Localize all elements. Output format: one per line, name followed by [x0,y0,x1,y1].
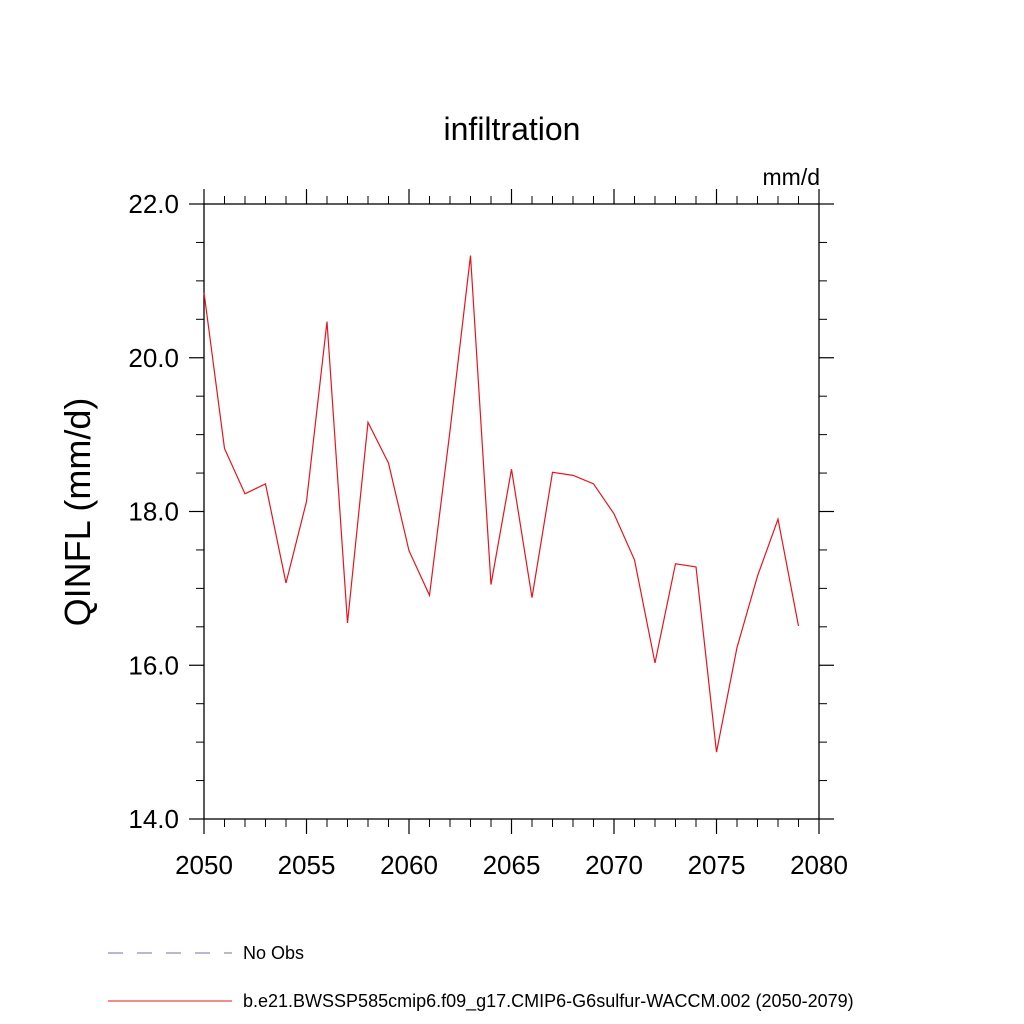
legend: No Obs b.e21.BWSSP585cmip6.f09_g17.CMIP6… [108,943,854,1012]
series-layer [203,255,800,753]
x-tick-label: 2055 [278,850,336,880]
plot-area: 2050 2055 2060 2065 2070 2075 2080 14.0 16.0 18.0… [128,189,848,880]
axis-ticks [189,189,834,834]
x-tick-label: 2080 [790,850,848,880]
axis-tick-labels: 2050 2055 2060 2065 2070 2075 2080 14.0 16.0 18.0… [128,189,848,880]
x-tick-label: 2060 [380,850,438,880]
y-tick-label: 20.0 [128,343,179,373]
y-axis-label: QINFL (mm/d) [57,398,98,627]
y-tick-label: 18.0 [128,497,179,527]
y-tick-label: 22.0 [128,189,179,219]
x-tick-label: 2075 [688,850,746,880]
units-label: mm/d [763,164,821,190]
x-tick-label: 2065 [483,850,541,880]
legend-label-no-obs: No Obs [243,943,304,963]
y-tick-label: 16.0 [128,650,179,680]
x-tick-label: 2050 [175,850,233,880]
y-tick-label: 14.0 [128,804,179,834]
chart-title: infiltration [444,111,581,147]
series-line-1 [203,255,800,753]
x-tick-label: 2070 [585,850,643,880]
plot-frame [203,203,820,820]
legend-label-model-run: b.e21.BWSSP585cmip6.f09_g17.CMIP6-G6sulf… [243,991,854,1012]
